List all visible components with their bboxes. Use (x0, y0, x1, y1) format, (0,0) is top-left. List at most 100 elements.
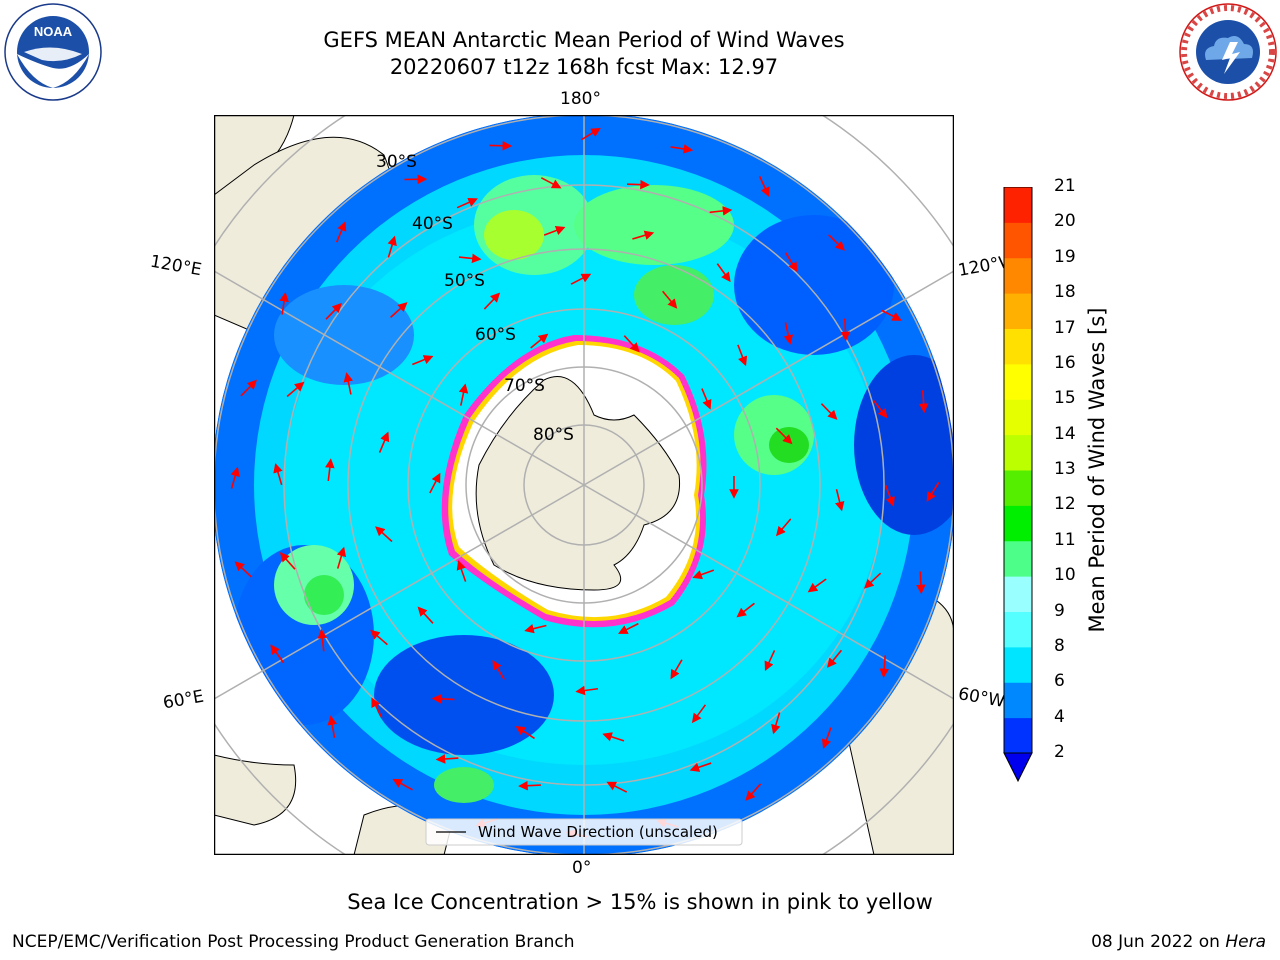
colorbar-tick-label: 14 (1054, 423, 1076, 444)
wind-wave-arrow (234, 561, 252, 578)
wind-wave-arrow (618, 622, 639, 634)
wind-wave-arrow (524, 624, 547, 634)
wind-wave-arrow (279, 291, 289, 315)
wind-wave-arrow (570, 273, 592, 285)
wind-wave-arrow (692, 569, 715, 580)
colorbar-band (1004, 682, 1032, 719)
wind-wave-arrow (518, 780, 541, 791)
wind-wave-arrow (370, 629, 388, 646)
wind-wave-arrow (662, 290, 678, 309)
wind-wave-arrow (458, 383, 469, 406)
map-frame (214, 115, 954, 855)
colorbar-tick-label: 18 (1054, 282, 1076, 303)
colorbar-band (1004, 576, 1032, 612)
wind-wave-arrow (343, 372, 354, 395)
wind-wave-arrow (431, 694, 455, 704)
wind-wave-arrow (273, 462, 283, 486)
wind-wave-arrows (230, 127, 940, 839)
lon-label-60w: 60°W (956, 684, 1007, 712)
colorbar-band (1004, 717, 1032, 754)
legend-label: Wind Wave Direction (unscaled) (478, 823, 718, 841)
chart-title: GEFS MEAN Antarctic Mean Period of Wind … (323, 28, 845, 52)
wind-wave-arrow (835, 489, 845, 512)
wind-wave-arrow (606, 781, 628, 793)
wind-wave-arrow (270, 644, 285, 664)
wind-wave-arrow (716, 263, 731, 283)
colorbar-tick-label: 20 (1054, 211, 1076, 232)
colorbar-band (1004, 646, 1032, 683)
wind-wave-arrow (602, 732, 625, 742)
wind-wave-arrow (456, 560, 467, 582)
wind-wave-arrow (771, 712, 781, 735)
wind-wave-arrow (417, 606, 434, 624)
wind-wave-arrow (884, 485, 895, 507)
colorbar-band (1004, 363, 1032, 400)
lat-label-60s: 60°S (475, 325, 516, 345)
colorbar-band (1004, 434, 1032, 471)
wind-wave-arrow (335, 221, 347, 243)
wind-wave-arrow (784, 252, 798, 273)
wind-wave-arrow (483, 292, 501, 310)
colorbar-extend-arrow (1003, 752, 1033, 783)
wind-wave-arrow (826, 649, 843, 668)
wind-wave-arrow (828, 234, 845, 251)
lon-label-120e: 120°E (148, 251, 204, 281)
wind-wave-arrow (736, 602, 755, 618)
noaa-logo-text: NOAA (34, 24, 73, 39)
wind-wave-arrow (371, 697, 383, 719)
wind-wave-arrow (879, 655, 889, 679)
lat-label-50s: 50°S (444, 271, 485, 291)
wind-wave-arrow (435, 754, 459, 764)
wind-wave-arrow (390, 302, 408, 318)
lat-label-30s: 30°S (376, 152, 417, 172)
colorbar-band (1004, 611, 1032, 648)
lon-label-180: 180° (560, 89, 601, 109)
colorbar-tick-label: 6 (1054, 671, 1065, 692)
wind-wave-arrow (392, 778, 413, 791)
colorbar-band (1004, 399, 1032, 436)
lon-label-60e: 60°E (161, 686, 206, 714)
wind-wave-arrow (775, 427, 793, 445)
wind-wave-arrow (807, 578, 827, 593)
wind-wave-arrow (327, 715, 337, 738)
lat-label-80s: 80°S (533, 425, 574, 445)
wind-wave-arrow (670, 144, 694, 154)
noaa-logo: NOAA (4, 3, 102, 101)
wind-wave-arrow (872, 399, 888, 419)
wind-wave-arrow (336, 546, 347, 569)
footer-machine: Hera (1225, 932, 1266, 952)
wind-wave-arrow (632, 230, 655, 240)
wind-wave-arrow (581, 127, 601, 141)
nws-logo (1179, 3, 1277, 101)
colorbar-tick-label: 17 (1054, 317, 1076, 338)
colorbar-tick-label: 4 (1054, 706, 1065, 727)
wind-wave-arrow (916, 571, 926, 595)
wind-wave-arrow (279, 552, 296, 570)
wind-wave-arrow (709, 206, 733, 216)
wind-wave-arrow (863, 572, 882, 589)
antarctica-land (475, 376, 681, 591)
colorbar-tick-label: 11 (1054, 529, 1076, 550)
wind-wave-arrow (575, 685, 599, 696)
graticule (214, 115, 954, 855)
colorbar-band (1004, 187, 1032, 223)
footer-date: 08 Jun 2022 on Hera (1091, 932, 1266, 952)
colorbar-tick-label: 21 (1054, 176, 1076, 196)
colorbar-tick-label: 16 (1054, 352, 1076, 373)
polar-map: 30°S 40°S 50°S 60°S 70°S 80°S Wind Wave … (214, 115, 954, 855)
wind-wave-arrow (670, 659, 683, 680)
map-legend: Wind Wave Direction (unscaled) (425, 818, 743, 846)
wind-wave-arrow (820, 403, 838, 420)
lat-label-40s: 40°S (412, 214, 453, 234)
sea-ice-note: Sea Ice Concentration > 15% is shown in … (347, 890, 933, 914)
wind-wave-arrow (627, 179, 650, 190)
colorbar-tick-label: 13 (1054, 459, 1076, 479)
footer-credit: NCEP/EMC/Verification Post Processing Pr… (12, 932, 575, 952)
colorbar-tick-label: 8 (1054, 635, 1065, 656)
wind-wave-arrow (926, 482, 940, 502)
wind-wave-arrow (492, 660, 505, 680)
wind-wave-arrow (745, 783, 762, 801)
footer-date-text: 08 Jun 2022 on (1091, 932, 1226, 952)
wind-wave-arrow (758, 175, 770, 197)
wind-wave-arrow (737, 344, 748, 367)
